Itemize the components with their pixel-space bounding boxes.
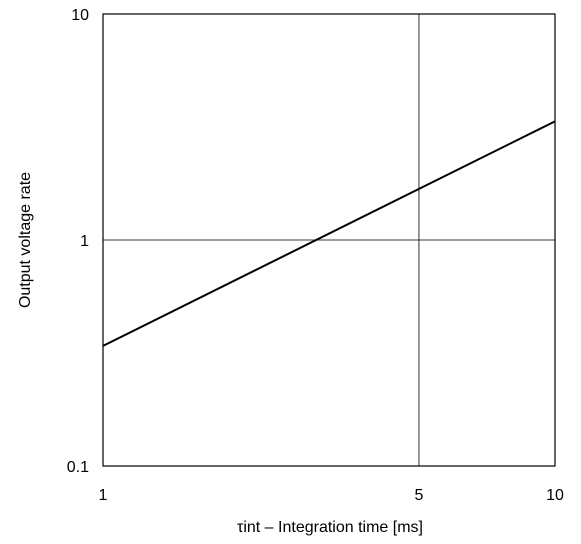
x-tick-label: 10 bbox=[546, 487, 564, 504]
x-tick-label: 5 bbox=[414, 487, 423, 504]
gridlines bbox=[103, 14, 555, 466]
series-line bbox=[102, 120, 556, 347]
x-axis-label: τint – Integration time [ms] bbox=[237, 519, 423, 536]
x-tick-label: 1 bbox=[99, 487, 108, 504]
plot-area-frame bbox=[102, 13, 556, 467]
y-tick-label: 0.1 bbox=[67, 459, 89, 476]
y-tick-label: 10 bbox=[71, 7, 89, 24]
y-tick-label: 1 bbox=[80, 233, 89, 250]
y-axis-label: Output voltage rate bbox=[17, 172, 34, 308]
